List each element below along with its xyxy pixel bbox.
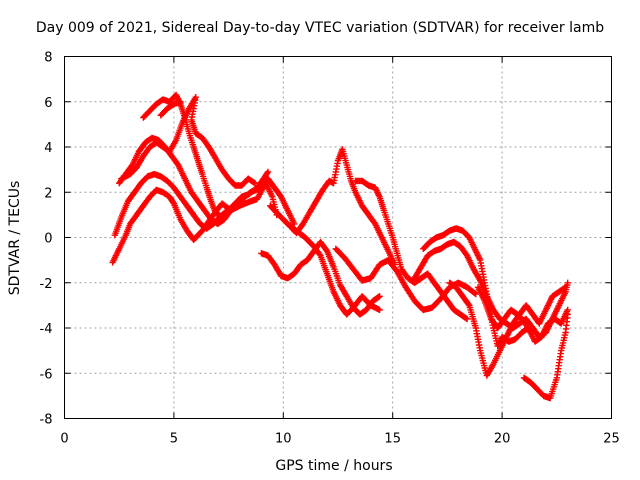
y-tick-label: -2 [40,277,53,292]
x-tick-label: 25 [603,432,620,447]
y-axis-title: SDTVAR / TECUs [7,181,23,296]
y-tick-label: 4 [44,141,52,156]
y-tick-label: -8 [40,413,53,428]
chart-title: Day 009 of 2021, Sidereal Day-to-day VTE… [36,20,604,36]
y-tick-label: 8 [44,51,52,66]
x-tick-label: 20 [494,432,511,447]
sdtvar-chart: Day 009 of 2021, Sidereal Day-to-day VTE… [0,0,640,480]
y-tick-label: 2 [44,186,52,201]
y-tick-label: -4 [40,322,53,337]
grid-lines [65,57,612,419]
x-tick-label: 0 [60,432,68,447]
x-tick-label: 10 [275,432,292,447]
plot-frame [65,57,612,419]
y-tick-label: 0 [44,232,52,247]
data-series [267,203,383,318]
data-series [118,94,258,189]
x-axis-title: GPS time / hours [275,458,392,474]
axes [65,57,612,419]
x-tick-label: 15 [384,432,401,447]
x-tick-label: 5 [170,432,178,447]
y-tick-label: -6 [40,367,53,382]
y-tick-label: 6 [44,96,52,111]
